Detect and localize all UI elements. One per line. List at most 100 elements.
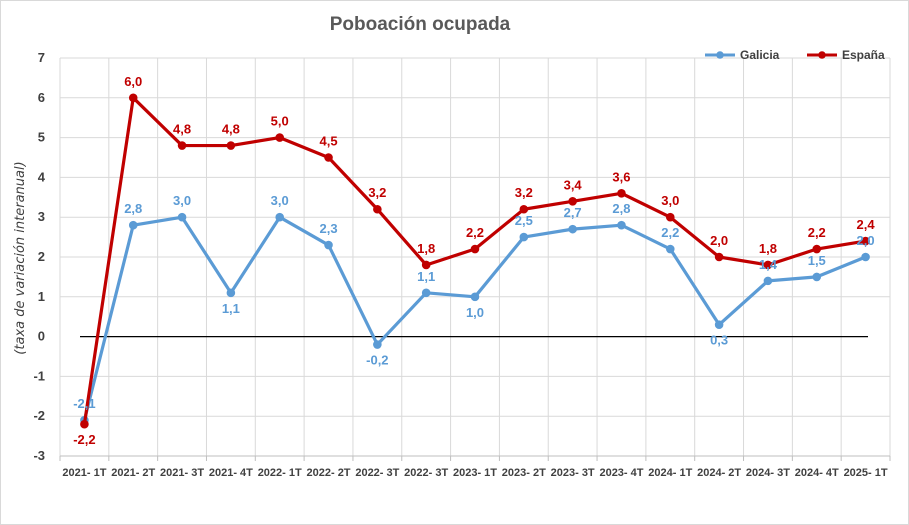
x-tick-label: 2022- 1T xyxy=(258,467,302,479)
data-point xyxy=(177,141,187,150)
data-label: -2,1 xyxy=(73,396,95,411)
data-point xyxy=(714,320,724,329)
data-label: 2,2 xyxy=(808,225,826,240)
x-tick-label: 2023- 4T xyxy=(599,467,643,479)
data-label: -2,2 xyxy=(73,432,95,447)
data-point xyxy=(226,141,236,150)
y-tick-label: -2 xyxy=(33,408,45,423)
data-point xyxy=(763,260,773,270)
data-label: 3,2 xyxy=(515,185,533,200)
data-point xyxy=(665,212,675,222)
data-point xyxy=(812,244,822,254)
data-point xyxy=(519,232,529,242)
data-label: 3,6 xyxy=(612,169,630,184)
x-tick-label: 2021- 4T xyxy=(209,467,253,479)
data-label: 2,8 xyxy=(612,201,630,216)
x-tick-label: 2024- 1T xyxy=(648,467,692,479)
data-label: 2,7 xyxy=(564,205,582,220)
y-tick-label: 6 xyxy=(38,90,45,105)
data-point xyxy=(568,224,577,234)
x-tick-label: 2024- 3T xyxy=(746,467,790,479)
data-label: 6,0 xyxy=(124,74,142,89)
y-tick-label: 2 xyxy=(38,249,45,264)
series-lines xyxy=(80,93,870,429)
data-label: 1,8 xyxy=(759,241,777,256)
legend-marker xyxy=(818,51,826,59)
x-tick-label: 2021- 2T xyxy=(111,467,155,479)
data-point xyxy=(470,244,480,254)
data-point xyxy=(665,244,675,254)
data-point xyxy=(617,220,626,230)
data-point xyxy=(275,133,285,142)
data-label: 1,1 xyxy=(222,301,240,316)
legend: Galicia España xyxy=(705,48,885,62)
data-point xyxy=(763,276,773,286)
data-label: 3,0 xyxy=(661,193,679,208)
data-label: 2,8 xyxy=(124,201,142,216)
data-label: 3,0 xyxy=(271,193,289,208)
data-label: -0,2 xyxy=(366,353,388,368)
x-tick-label: 2023- 1T xyxy=(453,467,497,479)
data-point xyxy=(80,419,89,429)
x-tick-label: 2021- 1T xyxy=(62,467,106,479)
data-label: 0,3 xyxy=(710,333,728,348)
data-label: 1,4 xyxy=(759,257,778,272)
data-point xyxy=(373,204,382,214)
x-tick-label: 2021- 3T xyxy=(160,467,204,479)
x-tick-label: 2022- 2T xyxy=(307,467,351,479)
x-tick-label: 2023- 2T xyxy=(502,467,546,479)
data-label: 2,0 xyxy=(857,233,875,248)
x-tick-label: 2025- 1T xyxy=(844,467,888,479)
data-point xyxy=(470,292,480,302)
data-label: 2,5 xyxy=(515,213,533,228)
axes: -3 -2 -1 0 1 2 3 4 5 6 7 2021- 1T 2021- 2T 2021- 3T 20… xyxy=(33,50,891,479)
legend-label: Galicia xyxy=(740,48,780,62)
y-axis-label: (taxa de variación interanual) xyxy=(13,161,28,354)
data-label: 4,8 xyxy=(222,122,240,137)
data-point xyxy=(861,236,870,246)
data-point xyxy=(861,252,870,262)
chart-title: Poboación ocupada xyxy=(330,14,511,35)
data-point xyxy=(177,212,187,222)
y-tick-label: -1 xyxy=(33,368,45,383)
data-label: 4,5 xyxy=(319,134,337,149)
x-tick-label: 2024- 4T xyxy=(795,467,839,479)
data-point xyxy=(421,260,431,270)
data-point xyxy=(128,93,138,103)
data-point xyxy=(128,220,138,230)
data-point xyxy=(421,288,431,298)
data-point xyxy=(324,153,333,162)
data-point xyxy=(617,189,626,198)
data-point xyxy=(226,288,236,298)
y-tick-label: 3 xyxy=(38,209,45,224)
data-label: 3,0 xyxy=(173,193,191,208)
data-point xyxy=(568,196,577,206)
data-label: 1,1 xyxy=(417,269,435,284)
data-point xyxy=(714,252,724,262)
data-point xyxy=(812,272,822,282)
x-tick-label: 2022- 3T xyxy=(404,467,448,479)
data-point xyxy=(519,204,529,214)
data-label: 1,0 xyxy=(466,305,484,320)
data-label: 2,3 xyxy=(319,221,337,236)
y-tick-label: 5 xyxy=(38,130,45,145)
data-label: 1,8 xyxy=(417,241,435,256)
x-tick-label: 2023- 3T xyxy=(551,467,595,479)
data-label: 3,4 xyxy=(564,177,583,192)
data-label: 5,0 xyxy=(271,114,289,129)
x-tick-label: 2024- 2T xyxy=(697,467,741,479)
data-label: 4,8 xyxy=(173,122,191,137)
legend-marker xyxy=(716,51,724,59)
data-point xyxy=(275,212,285,222)
data-label: 2,2 xyxy=(661,225,679,240)
y-tick-label: 0 xyxy=(38,329,45,344)
y-tick-label: 1 xyxy=(38,289,45,304)
y-tick-label: 4 xyxy=(38,169,46,184)
data-labels: -2,1 2,8 3,0 1,1 3,0 2,3 -0,2 1,1 1,0 2,5 2,7 2,8 2,… xyxy=(73,74,875,447)
data-point xyxy=(373,340,382,349)
data-label: 1,5 xyxy=(808,253,826,268)
legend-label: España xyxy=(842,48,885,62)
data-label: 3,2 xyxy=(368,185,386,200)
